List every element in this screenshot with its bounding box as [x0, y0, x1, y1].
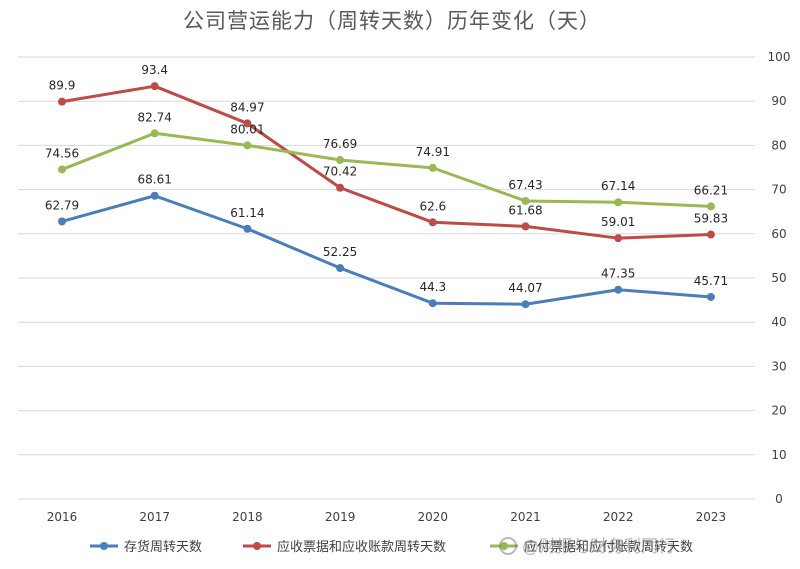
series-3-point — [428, 163, 437, 172]
y-axis-ticks: 0 10 20 30 40 50 60 70 80 90 100 — [768, 50, 791, 506]
data-label: 66.21 — [694, 183, 728, 197]
y-tick-label: 10 — [771, 448, 786, 462]
legend-label-3: 应付票据和应付账款周转天数 — [524, 539, 693, 555]
data-label: 44.3 — [419, 280, 446, 294]
x-tick-label: 2018 — [232, 510, 263, 524]
series-3-point — [58, 165, 66, 174]
legend-marker-1 — [100, 542, 108, 550]
series-3-point — [706, 202, 715, 211]
data-label: 44.07 — [508, 281, 542, 295]
y-tick-label: 0 — [775, 492, 783, 506]
legend: 存货周转天数 应收票据和应收账款周转天数 应付票据和应付账款周转天数 — [90, 539, 693, 555]
x-tick-label: 2023 — [696, 510, 727, 524]
series-3-point — [336, 156, 345, 165]
x-tick-label: 2021 — [510, 510, 541, 524]
y-tick-label: 100 — [768, 50, 791, 64]
series-line-3 — [60, 131, 713, 208]
x-tick-label: 2019 — [325, 510, 356, 524]
x-tick-label: 2017 — [139, 510, 170, 524]
series-1-point — [58, 217, 66, 226]
y-tick-label: 20 — [771, 404, 786, 418]
data-label: 76.69 — [323, 137, 357, 151]
data-label: 67.43 — [508, 178, 542, 192]
data-label: 67.14 — [601, 179, 635, 193]
x-tick-label: 2020 — [418, 510, 449, 524]
series-1-point — [243, 224, 252, 233]
series-line-1 — [60, 194, 713, 306]
data-label: 74.91 — [416, 145, 450, 159]
snowball-logo-icon — [499, 537, 517, 555]
data-label: 47.35 — [601, 267, 635, 281]
gridlines — [18, 56, 755, 500]
series-2-point — [614, 234, 623, 243]
chart-title: 公司营运能力（周转天数）历年变化（天） — [183, 9, 601, 33]
data-label: 61.68 — [508, 203, 542, 217]
legend-marker-3 — [500, 542, 508, 550]
data-label: 80.01 — [230, 122, 264, 136]
data-label: 59.01 — [601, 215, 635, 229]
data-label: 62.79 — [45, 198, 79, 212]
series-2-point — [428, 218, 437, 227]
y-tick-label: 60 — [771, 227, 786, 241]
data-label: 68.61 — [138, 173, 172, 187]
data-label: 45.71 — [694, 274, 728, 288]
data-label: 61.14 — [230, 206, 264, 220]
x-tick-label: 2016 — [47, 510, 78, 524]
series-group — [58, 82, 715, 309]
x-axis-ticks: 2016 2017 2018 2019 2020 2021 2022 2023 — [47, 510, 726, 524]
data-labels-group: 62.79 68.61 61.14 52.25 44.3 44.07 47.35 45.71 8… — [45, 63, 728, 295]
series-1-point — [614, 285, 623, 294]
series-2-point — [521, 222, 530, 231]
data-label: 70.42 — [323, 165, 357, 179]
y-tick-label: 50 — [771, 271, 786, 285]
data-label: 52.25 — [323, 245, 357, 259]
series-3-point — [243, 141, 252, 150]
series-1-point — [336, 264, 345, 273]
series-3-point — [521, 196, 530, 205]
data-label: 93.4 — [141, 63, 168, 77]
watermark-text: @财报与财务利同行 — [522, 537, 675, 557]
series-1-point — [428, 299, 437, 308]
legend-label-1: 存货周转天数 — [124, 539, 202, 555]
legend-marker-2 — [253, 542, 261, 550]
data-label: 62.6 — [419, 199, 446, 213]
data-label: 59.83 — [694, 212, 728, 226]
data-label: 74.56 — [45, 146, 79, 160]
y-tick-label: 30 — [771, 359, 786, 373]
series-2-point — [243, 119, 252, 128]
series-line-2 — [60, 84, 713, 240]
data-label: 82.74 — [138, 110, 172, 124]
y-tick-label: 70 — [771, 183, 786, 197]
data-label: 89.9 — [49, 79, 76, 93]
series-2-point — [58, 97, 66, 106]
y-tick-label: 80 — [771, 138, 786, 152]
series-2-point — [336, 183, 345, 192]
legend-label-2: 应收票据和应收账款周转天数 — [277, 539, 446, 555]
series-1-point — [706, 292, 715, 301]
series-1-point — [150, 191, 159, 200]
y-tick-label: 90 — [771, 94, 786, 108]
data-label: 84.97 — [230, 100, 264, 114]
series-1-point — [521, 300, 530, 309]
series-3-point — [614, 198, 623, 207]
watermark: @财报与财务利同行 — [499, 537, 675, 557]
series-2-point — [706, 230, 715, 239]
series-2-point — [150, 82, 159, 91]
y-tick-label: 40 — [771, 315, 786, 329]
series-3-point — [150, 129, 159, 138]
x-tick-label: 2022 — [603, 510, 634, 524]
